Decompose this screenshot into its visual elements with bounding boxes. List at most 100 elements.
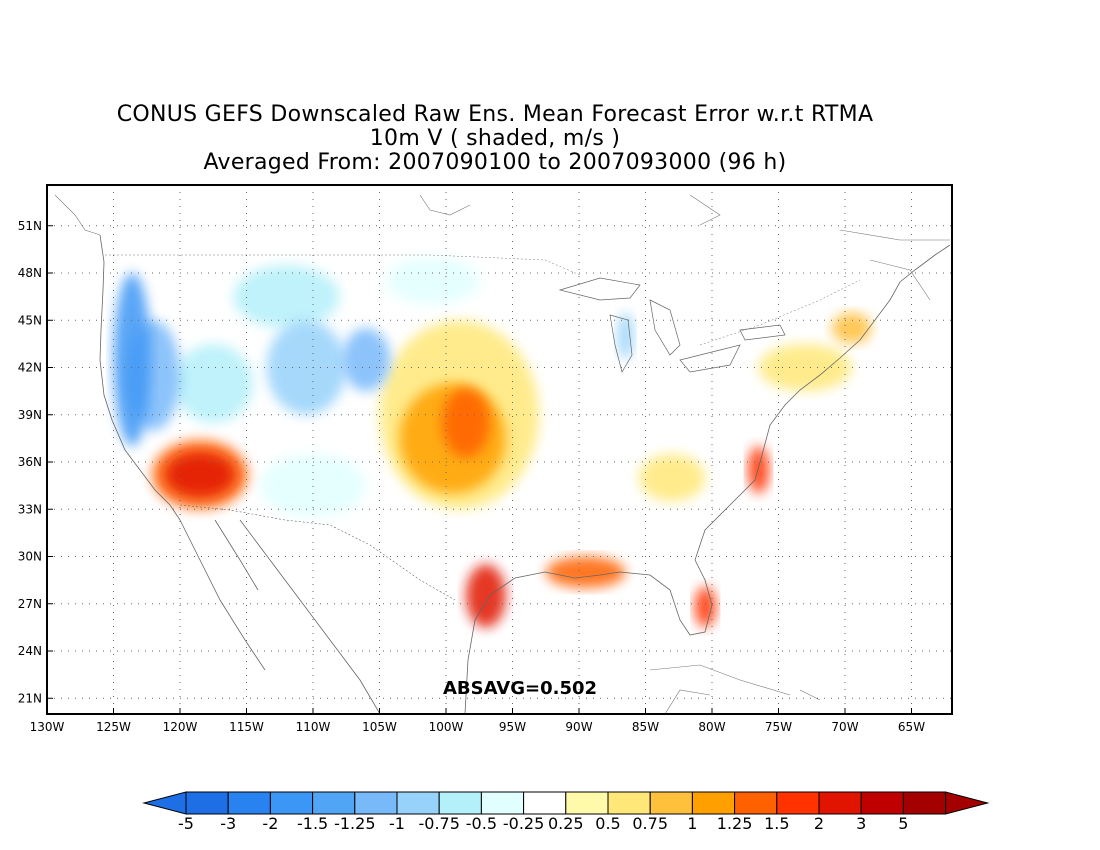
- shade-new-england-orange: [831, 312, 872, 344]
- colorbar-swatch: [354, 791, 398, 815]
- shade-pacific-nw-coast: [113, 273, 151, 447]
- colorbar-swatch: [649, 791, 693, 815]
- lon-tick-label: 130W: [30, 720, 65, 734]
- colorbar-swatch: [480, 791, 525, 815]
- colorbar-high-arrow: [945, 791, 990, 815]
- colorbar-label: -5: [178, 814, 194, 833]
- colorbar-swatch: [438, 791, 482, 815]
- lat-tick-label: 42N: [18, 361, 42, 375]
- colorbar-swatch: [607, 791, 651, 815]
- great-lakes: [558, 277, 786, 373]
- title-line-2: 10m V ( shaded, m/s ): [369, 126, 621, 151]
- lon-tick-label: 115W: [229, 720, 264, 734]
- colorbar-swatch: [902, 791, 947, 815]
- new-england-coast: [874, 244, 951, 321]
- lat-tick-label: 39N: [18, 408, 42, 422]
- title-line-1: CONUS GEFS Downscaled Raw Ens. Mean Fore…: [116, 102, 874, 127]
- colorbar-low-arrow: [142, 791, 187, 815]
- shade-north-plains-lightblue: [386, 257, 480, 305]
- shade-southeast-yellow: [638, 454, 706, 502]
- absavg-label: ABSAVG=0.502: [443, 678, 597, 699]
- longitude-tick-labels: 130W 125W 120W 115W 110W 105W 100W 95W 90W 85W 80W…: [30, 708, 925, 734]
- lat-tick-label: 33N: [18, 502, 42, 516]
- lon-tick-label: 70W: [831, 720, 858, 734]
- gulf-coast: [464, 559, 713, 714]
- colorbar-label: 3: [856, 814, 866, 833]
- us-west-coast: [99, 234, 181, 521]
- colorbar-label: 1: [687, 814, 697, 833]
- colorbar-label: 0.75: [632, 814, 668, 833]
- lon-tick-label: 105W: [362, 720, 397, 734]
- colorbar-swatch: [312, 791, 356, 815]
- shade-carolina-red: [747, 446, 770, 494]
- canada-coast: [54, 194, 950, 301]
- lat-tick-label: 51N: [18, 219, 42, 233]
- shade-texas-red: [465, 564, 506, 628]
- colorbar-label: -0.75: [418, 814, 459, 833]
- us-mexico-border: [179, 504, 456, 601]
- lon-tick-label: 95W: [499, 720, 526, 734]
- colorbar-label: -3: [220, 814, 236, 833]
- colorbar-swatch: [396, 791, 440, 815]
- lon-tick-label: 75W: [765, 720, 792, 734]
- shade-great-lakes-blue: [617, 312, 634, 360]
- colorbar-swatch: [185, 791, 229, 815]
- colorbar-label: -1.5: [297, 814, 328, 833]
- coastlines: [54, 194, 951, 714]
- lon-tick-label: 80W: [698, 720, 725, 734]
- shade-california-red: [165, 452, 235, 497]
- colorbar-label: 1.25: [717, 814, 753, 833]
- shade-colorado-blue: [342, 328, 391, 392]
- colorbar-label: -1: [389, 814, 405, 833]
- shade-nevada-blue: [173, 343, 254, 423]
- colorbar-label: 2: [814, 814, 824, 833]
- lat-tick-label: 24N: [18, 644, 42, 658]
- lat-tick-label: 36N: [18, 455, 42, 469]
- colorbar-swatch: [818, 791, 862, 815]
- lon-tick-label: 90W: [565, 720, 592, 734]
- canada-border: [105, 254, 861, 346]
- atlantic-coast: [694, 319, 876, 561]
- lat-tick-label: 30N: [18, 550, 42, 564]
- colorbar: -5 -3 -2 -1.5 -1.25 -1 -0.75 -0.5 -0.25 0.25 0.5 0.…: [142, 791, 990, 833]
- shade-florida-red: [694, 586, 716, 628]
- shade-southwest-lightblue: [259, 454, 367, 518]
- colorbar-swatch: [860, 791, 904, 815]
- lon-tick-label: 85W: [632, 720, 659, 734]
- title-line-3: Averaged From: 2007090100 to 2007093000 …: [203, 150, 787, 175]
- lon-tick-label: 110W: [296, 720, 331, 734]
- lat-tick-label: 21N: [18, 691, 42, 705]
- lon-tick-label: 120W: [163, 720, 198, 734]
- colorbar-swatch: [734, 791, 778, 815]
- shade-idaho-montana-blue: [233, 265, 340, 329]
- map-frame: [46, 184, 953, 715]
- colorbar-label: 0.5: [595, 814, 620, 833]
- colorbar-label: 5: [898, 814, 908, 833]
- lat-tick-label: 27N: [18, 597, 42, 611]
- lat-tick-label: 45N: [18, 313, 42, 327]
- colorbar-swatch: [776, 791, 820, 815]
- shaded-field: [113, 257, 872, 628]
- shade-plains-deep-orange: [442, 387, 490, 458]
- colorbar-swatch: [565, 791, 609, 815]
- lon-tick-label: 65W: [898, 720, 925, 734]
- colorbar-swatch: [227, 791, 271, 815]
- mexico-west-coast: [239, 519, 381, 714]
- colorbar-label: -0.5: [466, 814, 497, 833]
- colorbar-label: -0.25: [503, 814, 544, 833]
- colorbar-label: -1.25: [334, 814, 375, 833]
- lon-tick-label: 125W: [96, 720, 131, 734]
- caribbean-coast: [649, 664, 821, 714]
- lon-tick-label: 100W: [429, 720, 464, 734]
- colorbar-label: 1.5: [764, 814, 789, 833]
- colorbar-swatch: [269, 791, 314, 815]
- colorbar-swatch: [523, 791, 567, 815]
- colorbar-label: -2: [262, 814, 278, 833]
- baja-coast: [179, 519, 266, 671]
- colorbar-label: 0.25: [548, 814, 584, 833]
- colorbar-swatch: [691, 791, 736, 815]
- shade-gulf-orange: [545, 556, 626, 588]
- lat-tick-label: 48N: [18, 266, 42, 280]
- latitude-tick-labels: 21N 24N 27N 30N 33N 36N 39N 42N 45N 48N 51N: [18, 219, 53, 705]
